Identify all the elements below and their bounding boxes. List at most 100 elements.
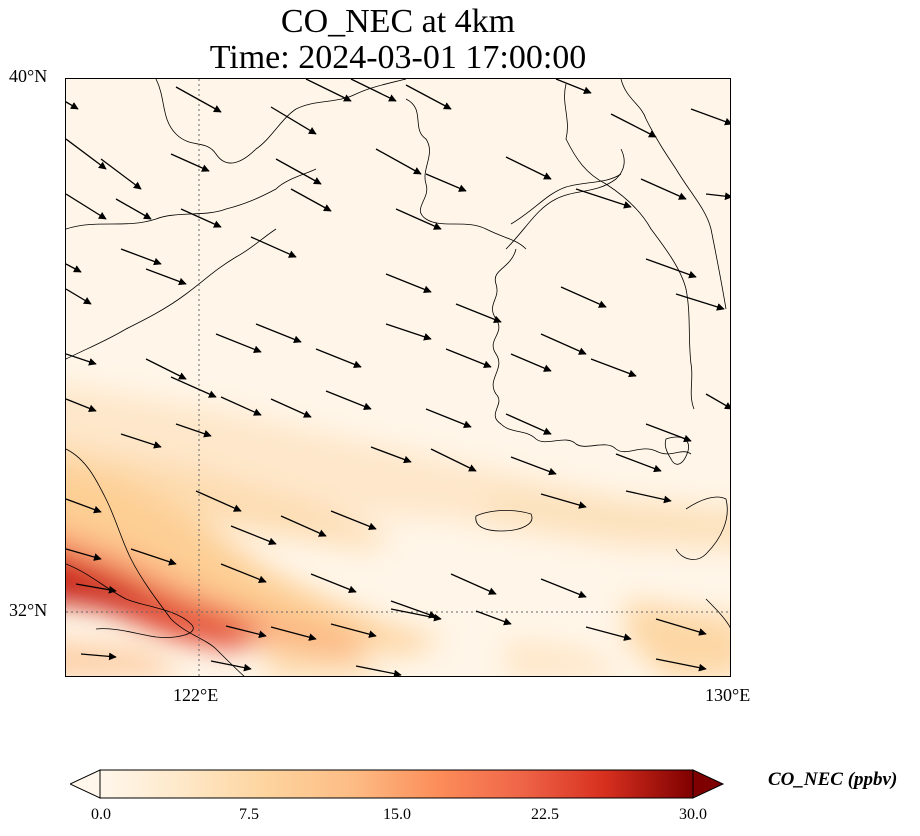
wind-arrow [390,600,437,619]
wind-arrow [425,173,467,192]
wind-arrow [540,578,587,599]
lat-tick-32: 32°N [9,600,48,620]
wind-arrow [540,333,587,355]
wind-arrow [455,303,502,324]
wind-arrow [195,490,242,512]
wind-arrow [375,148,422,175]
colorbar-tick-4: 30.0 [679,806,707,823]
wind-arrow [675,293,725,311]
concentration-field [66,79,730,676]
wind-arrow [370,446,412,464]
wind-arrow [220,563,267,584]
wind-arrow [130,548,177,566]
wind-arrow [505,413,552,435]
wind-arrow [555,79,592,95]
wind-arrow [690,108,730,126]
wind-arrow [305,79,352,102]
wind-arrow [645,423,692,443]
colorbar-tick-0: 0.0 [91,806,111,823]
wind-arrow [250,236,297,258]
wind-arrow [210,660,252,672]
wind-arrow [350,79,397,102]
wind-arrow [645,258,697,279]
wind-arrow [270,398,312,418]
wind-arrow [230,525,277,546]
colorbar [70,769,725,799]
wind-arrow [590,358,637,378]
wind-arrow [66,498,102,514]
lon-tick-122: 122°E [173,685,219,705]
wind-arrow [450,573,497,595]
wind-arrow [66,138,107,170]
wind-arrow [215,333,262,354]
wind-arrow [66,288,92,305]
wind-arrow [100,158,142,190]
wind-arrow [385,323,432,341]
wind-arrow [270,626,317,641]
wind-arrow [120,248,162,266]
wind-arrow [330,623,377,638]
colorbar-min-extend [70,769,101,799]
wind-arrow [290,188,332,212]
wind-arrow [655,658,707,672]
wind-arrow [225,625,267,639]
wind-arrow [430,448,477,472]
wind-arrow [510,456,557,476]
map-panel[interactable] [65,78,731,677]
wind-arrows [66,79,730,676]
wind-arrow [175,86,222,113]
lon-tick-130: 130°E [705,685,751,705]
wind-arrow [575,188,632,209]
wind-arrow [66,193,107,220]
wind-arrow [705,192,730,201]
wind-arrow [325,390,372,411]
colorbar-tick-1: 7.5 [239,806,259,823]
colorbar-label: CO_NEC (ppbv) [768,769,898,790]
wind-arrow [640,178,687,200]
wind-arrow [170,153,210,172]
wind-arrow [425,408,472,429]
wind-arrow [80,652,117,661]
coastlines [66,79,730,676]
wind-arrow [625,490,672,504]
wind-arrow [445,348,492,369]
map-title: CO_NEC at 4km [280,3,516,40]
colorbar-tick-3: 22.5 [531,806,559,823]
colorbar-max-extend [692,769,725,799]
wind-arrow [115,198,152,220]
wind-arrow [560,286,607,308]
wind-arrow [145,358,187,380]
wind-arrow [145,268,187,286]
wind-arrow [395,208,442,230]
colorbar-tick-2: 15.0 [383,806,411,823]
wind-arrow [655,618,707,636]
wind-arrow [585,626,632,641]
wind-arrow [270,106,317,135]
wind-arrow [75,583,117,594]
wind-arrow [315,348,362,369]
lat-tick-40: 40°N [9,66,48,86]
wind-arrow [505,156,552,180]
wind-arrow [66,398,97,413]
wind-arrow [66,101,79,110]
wind-arrow [175,423,212,438]
wind-arrow [255,323,302,344]
wind-arrow [330,510,377,531]
wind-arrow [510,353,552,372]
wind-arrow [170,376,217,398]
wind-arrow [385,273,432,294]
wind-arrow [280,515,327,537]
wind-arrow [180,208,222,228]
gridlines [66,79,730,676]
colorbar-gradient [99,769,694,799]
wind-arrow [405,84,452,110]
wind-arrow [310,573,357,594]
wind-arrow [475,610,512,626]
wind-arrow [220,396,262,416]
wind-arrow [610,113,657,138]
wind-arrow [120,433,162,449]
wind-arrow [66,548,102,561]
wind-arrow [66,263,82,273]
wind-arrow [390,608,442,622]
wind-arrow [355,665,402,676]
